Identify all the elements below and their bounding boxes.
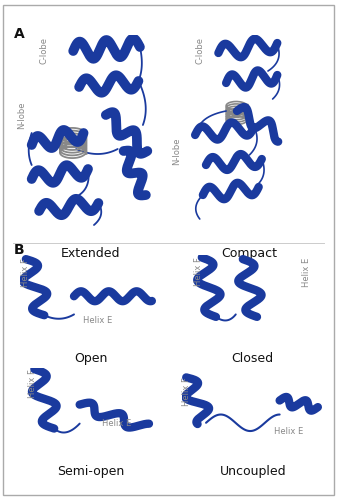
Text: Helix F: Helix F <box>21 258 30 287</box>
Text: Helix E: Helix E <box>302 258 311 286</box>
Text: Helix E: Helix E <box>84 316 113 325</box>
Text: C-lobe: C-lobe <box>195 37 204 64</box>
Text: C-lobe: C-lobe <box>39 37 48 64</box>
Text: A: A <box>13 28 24 42</box>
Text: Open: Open <box>74 352 108 366</box>
Text: Helix F: Helix F <box>194 258 204 286</box>
Text: Closed: Closed <box>232 352 274 366</box>
Text: Helix E: Helix E <box>274 427 303 436</box>
Text: Semi-open: Semi-open <box>57 465 125 478</box>
Text: Extended: Extended <box>61 247 121 260</box>
Text: B: B <box>13 242 24 256</box>
Text: Uncoupled: Uncoupled <box>219 465 286 478</box>
Text: Helix F: Helix F <box>28 369 37 398</box>
Text: N-lobe: N-lobe <box>172 137 181 165</box>
Text: N-lobe: N-lobe <box>17 101 26 128</box>
Text: Helix E: Helix E <box>102 418 131 428</box>
Text: Helix F: Helix F <box>182 378 191 406</box>
Text: Compact: Compact <box>221 247 277 260</box>
